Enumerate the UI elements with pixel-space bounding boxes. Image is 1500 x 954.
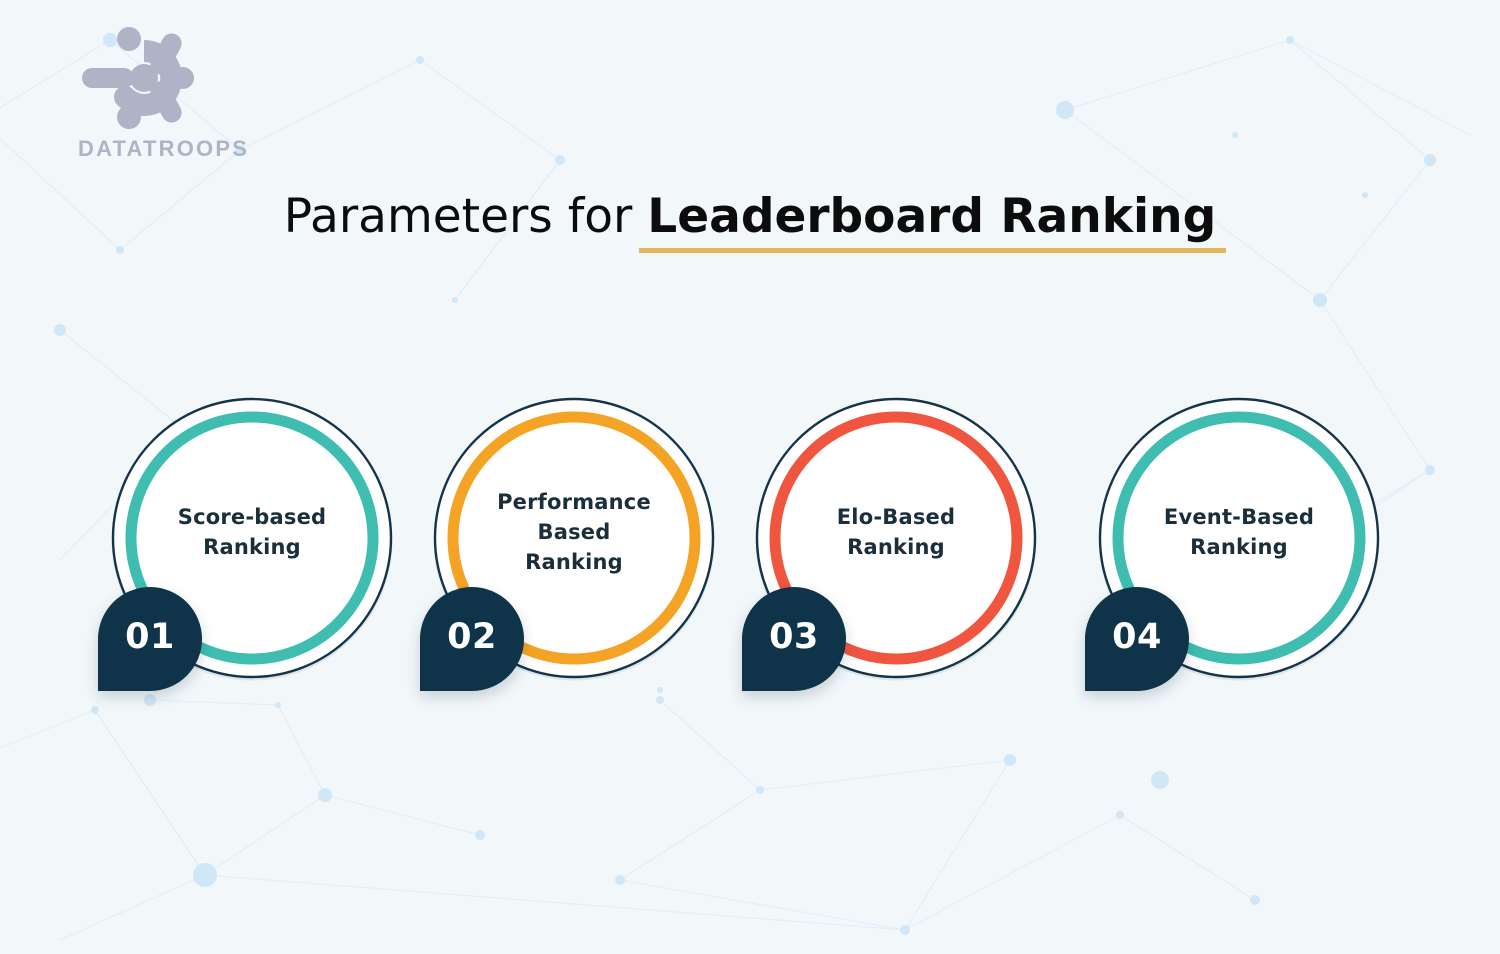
step-label-line: Elo-Based [836, 505, 956, 529]
step-badge-04[interactable]: 04 [1085, 587, 1189, 691]
step-label-line: Ranking [847, 535, 945, 559]
step-label-02: Performance Based Ranking [458, 487, 690, 577]
step-number-02: 02 [447, 617, 497, 657]
step-number-04: 04 [1112, 617, 1162, 657]
step-card-04[interactable]: Event-Based Ranking 04 [1085, 390, 1385, 700]
steps-row: Score-based Ranking 01 Performance Based… [0, 390, 1500, 710]
datatroops-node-logo-icon [82, 27, 194, 129]
step-number-03: 03 [769, 617, 819, 657]
page-title-highlight: Leaderboard Ranking [647, 189, 1217, 244]
step-label-line: Performance [497, 490, 651, 514]
page-title: Parameters for Leaderboard Ranking [0, 186, 1500, 248]
step-label-line: Ranking [203, 535, 301, 559]
step-label-line: Event-Based [1163, 505, 1315, 529]
step-label-line: Ranking [1190, 535, 1288, 559]
step-badge-03[interactable]: 03 [742, 587, 846, 691]
brand-wordmark: DATATROOPS [78, 136, 250, 161]
step-label-04: Event-Based Ranking [1123, 502, 1355, 562]
step-card-01[interactable]: Score-based Ranking 01 [98, 390, 398, 700]
step-badge-02[interactable]: 02 [420, 587, 524, 691]
step-label-line: Ranking [525, 550, 623, 574]
step-label-03: Elo-Based Ranking [780, 502, 1012, 562]
step-badge-01[interactable]: 01 [98, 587, 202, 691]
page-title-prefix: Parameters for [283, 189, 648, 244]
step-card-02[interactable]: Performance Based Ranking 02 [420, 390, 720, 700]
step-label-01: Score-based Ranking [136, 502, 368, 562]
step-number-01: 01 [125, 617, 175, 657]
step-label-line: Score-based [177, 505, 327, 529]
brand-logo: DATATROOPS [78, 26, 308, 166]
step-label-line: Based [537, 520, 611, 544]
step-card-03[interactable]: Elo-Based Ranking 03 [742, 390, 1042, 700]
